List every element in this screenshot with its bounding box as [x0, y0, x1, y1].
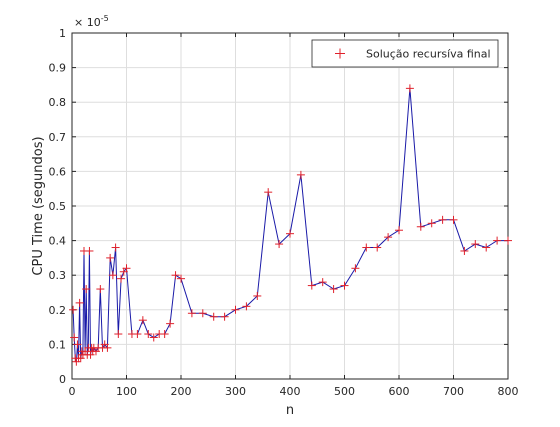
data-point: [198, 309, 207, 318]
data-point: [286, 229, 294, 238]
data-point: [351, 264, 360, 273]
data-point: [482, 243, 491, 252]
data-point: [504, 236, 512, 245]
series: [69, 84, 512, 366]
data-point: [460, 246, 469, 255]
x-tick-label: 100: [116, 385, 137, 398]
x-tick-label: 600: [389, 385, 410, 398]
x-tick-label: 500: [334, 385, 355, 398]
y-tick-label: 0: [59, 373, 66, 386]
y-tick-label: 0.6: [49, 165, 67, 178]
x-axis-label: n: [286, 403, 294, 418]
y-tick-label: 0.7: [49, 131, 67, 144]
x-tick-label: 700: [443, 385, 464, 398]
y-tick-label: 0.5: [49, 200, 67, 213]
data-point: [231, 305, 240, 314]
data-point: [242, 302, 251, 311]
data-point: [108, 271, 117, 280]
data-point: [253, 291, 262, 300]
data-point: [395, 226, 403, 235]
data-point: [264, 188, 273, 197]
x-tick-label: 0: [69, 385, 76, 398]
data-point: [133, 330, 142, 339]
y-axis-label: CPU Time (segundos): [31, 136, 46, 275]
y-tick-label: 0.9: [49, 62, 67, 75]
data-point: [117, 274, 126, 283]
data-point: [438, 215, 447, 224]
data-point: [307, 281, 316, 290]
data-point: [373, 243, 382, 252]
data-point: [85, 246, 94, 255]
data-point: [144, 330, 153, 339]
x-tick-label: 300: [225, 385, 246, 398]
data-point: [384, 233, 393, 242]
y-tick-label: 0.2: [49, 304, 67, 317]
x-tick-label: 800: [498, 385, 519, 398]
data-point: [296, 170, 305, 179]
data-point: [427, 219, 436, 228]
y-exponent-label: × 10-5: [74, 14, 109, 29]
y-tick-label: 0.4: [49, 235, 67, 248]
axis-ticks: 0 100 200 300 400 500 600 700 800 0 0.1 0.2 0.3 0.4 0.…: [49, 27, 519, 398]
data-point: [177, 274, 185, 283]
data-point: [275, 240, 284, 249]
data-point: [160, 330, 169, 339]
data-point: [171, 271, 180, 280]
data-point: [111, 243, 120, 252]
data-point: [405, 84, 414, 93]
y-tick-label: 0.1: [49, 338, 67, 351]
data-point: [416, 222, 425, 231]
data-point: [329, 285, 338, 294]
data-point: [96, 285, 105, 294]
y-tick-label: 0.8: [49, 96, 67, 109]
x-tick-label: 400: [280, 385, 301, 398]
data-point: [69, 305, 78, 314]
data-point: [362, 243, 371, 252]
data-point: [82, 285, 91, 294]
x-tick-label: 200: [171, 385, 192, 398]
data-point: [318, 278, 327, 287]
data-point: [75, 298, 84, 307]
data-point: [166, 319, 175, 328]
data-point: [122, 264, 131, 273]
data-point: [70, 333, 79, 342]
data-point: [149, 333, 158, 342]
data-point: [449, 215, 458, 224]
data-point: [471, 240, 480, 249]
data-point: [209, 312, 218, 321]
data-point: [103, 343, 112, 352]
data-point: [340, 281, 349, 290]
data-point: [220, 312, 229, 321]
data-point: [493, 236, 502, 245]
data-point: [73, 340, 82, 349]
y-tick-label: 1: [59, 27, 66, 40]
data-point: [138, 316, 147, 325]
legend-marker: [335, 48, 345, 59]
data-point: [187, 309, 196, 318]
data-point: [106, 253, 115, 262]
legend: Solução recursíva final: [311, 39, 499, 68]
legend-label: Solução recursíva final: [366, 48, 491, 61]
data-point: [114, 330, 123, 339]
y-tick-label: 0.3: [49, 269, 67, 282]
